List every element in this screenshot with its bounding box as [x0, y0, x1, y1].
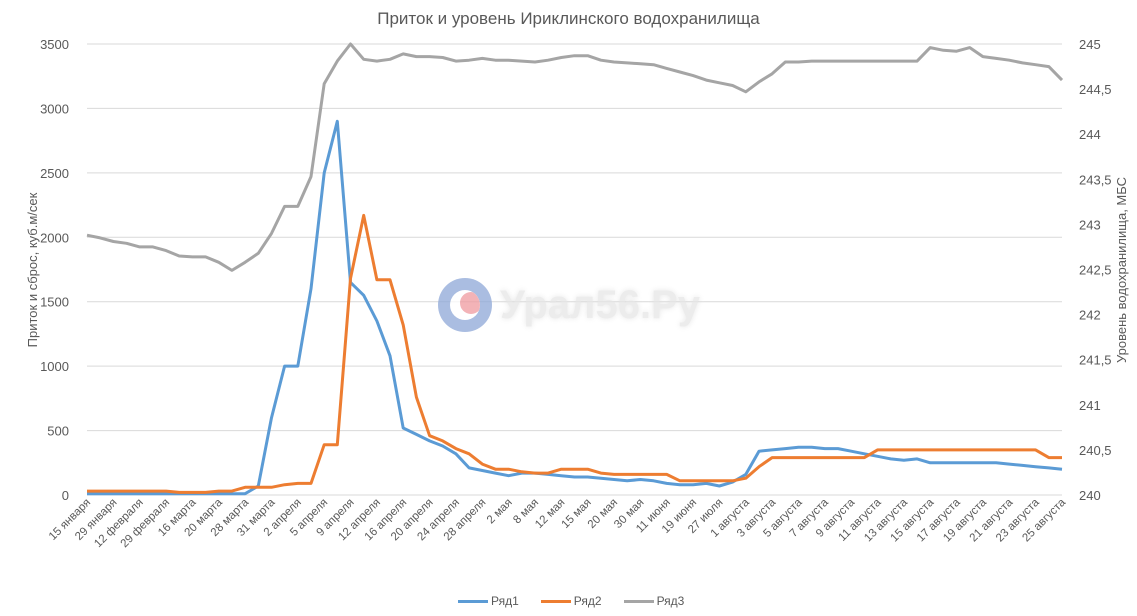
legend-label: Ряд3	[656, 594, 685, 608]
svg-text:500: 500	[47, 424, 69, 439]
series-line-1	[87, 119, 1063, 496]
svg-text:241,5: 241,5	[1079, 353, 1112, 368]
svg-text:3500: 3500	[40, 37, 69, 52]
svg-text:244: 244	[1079, 127, 1101, 142]
svg-text:240: 240	[1079, 488, 1101, 503]
svg-text:3000: 3000	[40, 101, 69, 116]
svg-text:243: 243	[1079, 217, 1101, 232]
gridlines	[87, 43, 1062, 496]
legend: Ряд1 Ряд2 Ряд3	[458, 594, 684, 608]
legend-label: Ряд1	[491, 594, 519, 608]
right-axis-label: Уровень водохранилища, МБС	[1114, 177, 1129, 363]
svg-text:2 мая: 2 мая	[485, 497, 515, 527]
legend-item-series3: Ряд3	[623, 594, 685, 608]
svg-text:0: 0	[62, 488, 69, 503]
legend-swatch-series1	[458, 599, 488, 603]
svg-text:242: 242	[1079, 308, 1101, 323]
legend-item-series1: Ряд1	[458, 594, 519, 608]
legend-swatch-series2	[540, 599, 571, 603]
svg-text:243,5: 243,5	[1079, 172, 1112, 187]
svg-text:2500: 2500	[40, 166, 69, 181]
series-line-2	[87, 213, 1062, 494]
left-axis-label: Приток и сброс, куб.м/сек	[25, 192, 40, 347]
chart-title: Приток и уровень Ириклинского водохранил…	[377, 9, 760, 28]
svg-text:2000: 2000	[40, 230, 69, 245]
series-lines	[86, 42, 1064, 496]
legend-item-series2: Ряд2	[540, 594, 602, 608]
svg-text:244,5: 244,5	[1079, 82, 1112, 97]
legend-label: Ряд2	[573, 594, 602, 608]
legend-swatch-series3	[623, 599, 654, 603]
svg-text:1500: 1500	[40, 295, 69, 310]
svg-text:242,5: 242,5	[1079, 263, 1112, 278]
svg-text:245: 245	[1079, 37, 1101, 52]
svg-text:241: 241	[1079, 398, 1101, 413]
svg-text:1000: 1000	[40, 359, 69, 374]
right-axis-ticks: 240 240,5 241 241,5 242 242,5 243 243,5 244 244,5…	[1079, 37, 1112, 503]
series-line-3	[86, 42, 1064, 272]
svg-text:240,5: 240,5	[1079, 443, 1112, 458]
left-axis-ticks: 0 500 1000 1500 2000 2500 3000 3500	[40, 37, 69, 503]
